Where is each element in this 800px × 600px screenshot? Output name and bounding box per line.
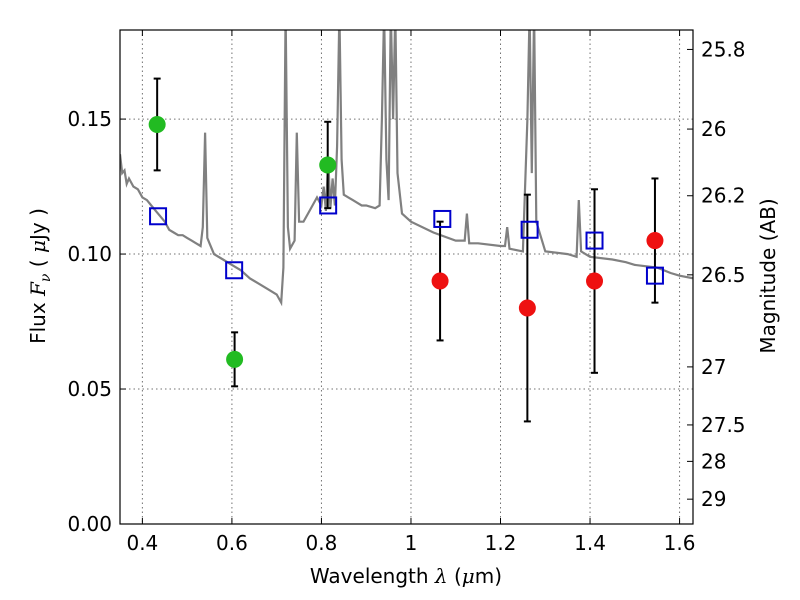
data-point	[518, 299, 536, 317]
model-square-marker	[520, 220, 539, 239]
model-square-marker	[225, 261, 244, 280]
data-point	[319, 156, 337, 174]
x-tick-label: 0.8	[306, 531, 338, 555]
model-square-marker	[149, 207, 168, 226]
plot-area	[120, 30, 693, 423]
errorbars	[153, 77, 659, 423]
plot-frame	[119, 29, 694, 525]
model-square-marker	[433, 209, 452, 228]
x-tick-label: 1.2	[485, 531, 517, 555]
ticks	[120, 30, 693, 525]
model-square-marker	[585, 231, 604, 250]
y2-tick-label: 29	[701, 487, 726, 511]
markers	[148, 115, 664, 368]
data-point	[646, 232, 664, 250]
y2-tick-label: 26	[701, 117, 726, 141]
y-axis-title: Flux Fν ( μJy )	[26, 208, 54, 344]
model-square-marker	[319, 196, 338, 215]
y-tick-label: 0.00	[67, 512, 112, 536]
y2-tick-label: 25.8	[701, 37, 746, 61]
x-axis-title: Wavelength λ (μm)	[310, 564, 502, 588]
y2-tick-label: 26.2	[701, 184, 746, 208]
x-tick-label: 0.4	[126, 531, 158, 555]
y2-tick-label: 27.5	[701, 413, 746, 437]
x-tick-label: 1.4	[574, 531, 606, 555]
y2-tick-label: 28	[701, 449, 726, 473]
y-tick-label: 0.10	[67, 242, 112, 266]
y-tick-label: 0.15	[67, 107, 112, 131]
tick-labels: 0.4 0.6 0.8 1 1.2 1.4 1.6 0.00 0.05 0.10 0.15 25.8 2…	[67, 37, 745, 555]
y2-tick-label: 26.5	[701, 263, 746, 287]
model-square-marker	[645, 266, 664, 285]
grid	[120, 30, 693, 525]
x-tick-label: 0.6	[216, 531, 248, 555]
y2-tick-label: 27	[701, 355, 726, 379]
data-point	[431, 272, 449, 290]
x-tick-label: 1	[405, 531, 418, 555]
y2-axis-title: Magnitude (AB)	[756, 198, 780, 353]
data-point	[226, 350, 244, 368]
data-point	[586, 272, 604, 290]
model-spectrum-line	[120, 30, 693, 307]
y-tick-label: 0.05	[67, 377, 112, 401]
x-tick-label: 1.6	[664, 531, 696, 555]
data-point	[148, 115, 166, 133]
